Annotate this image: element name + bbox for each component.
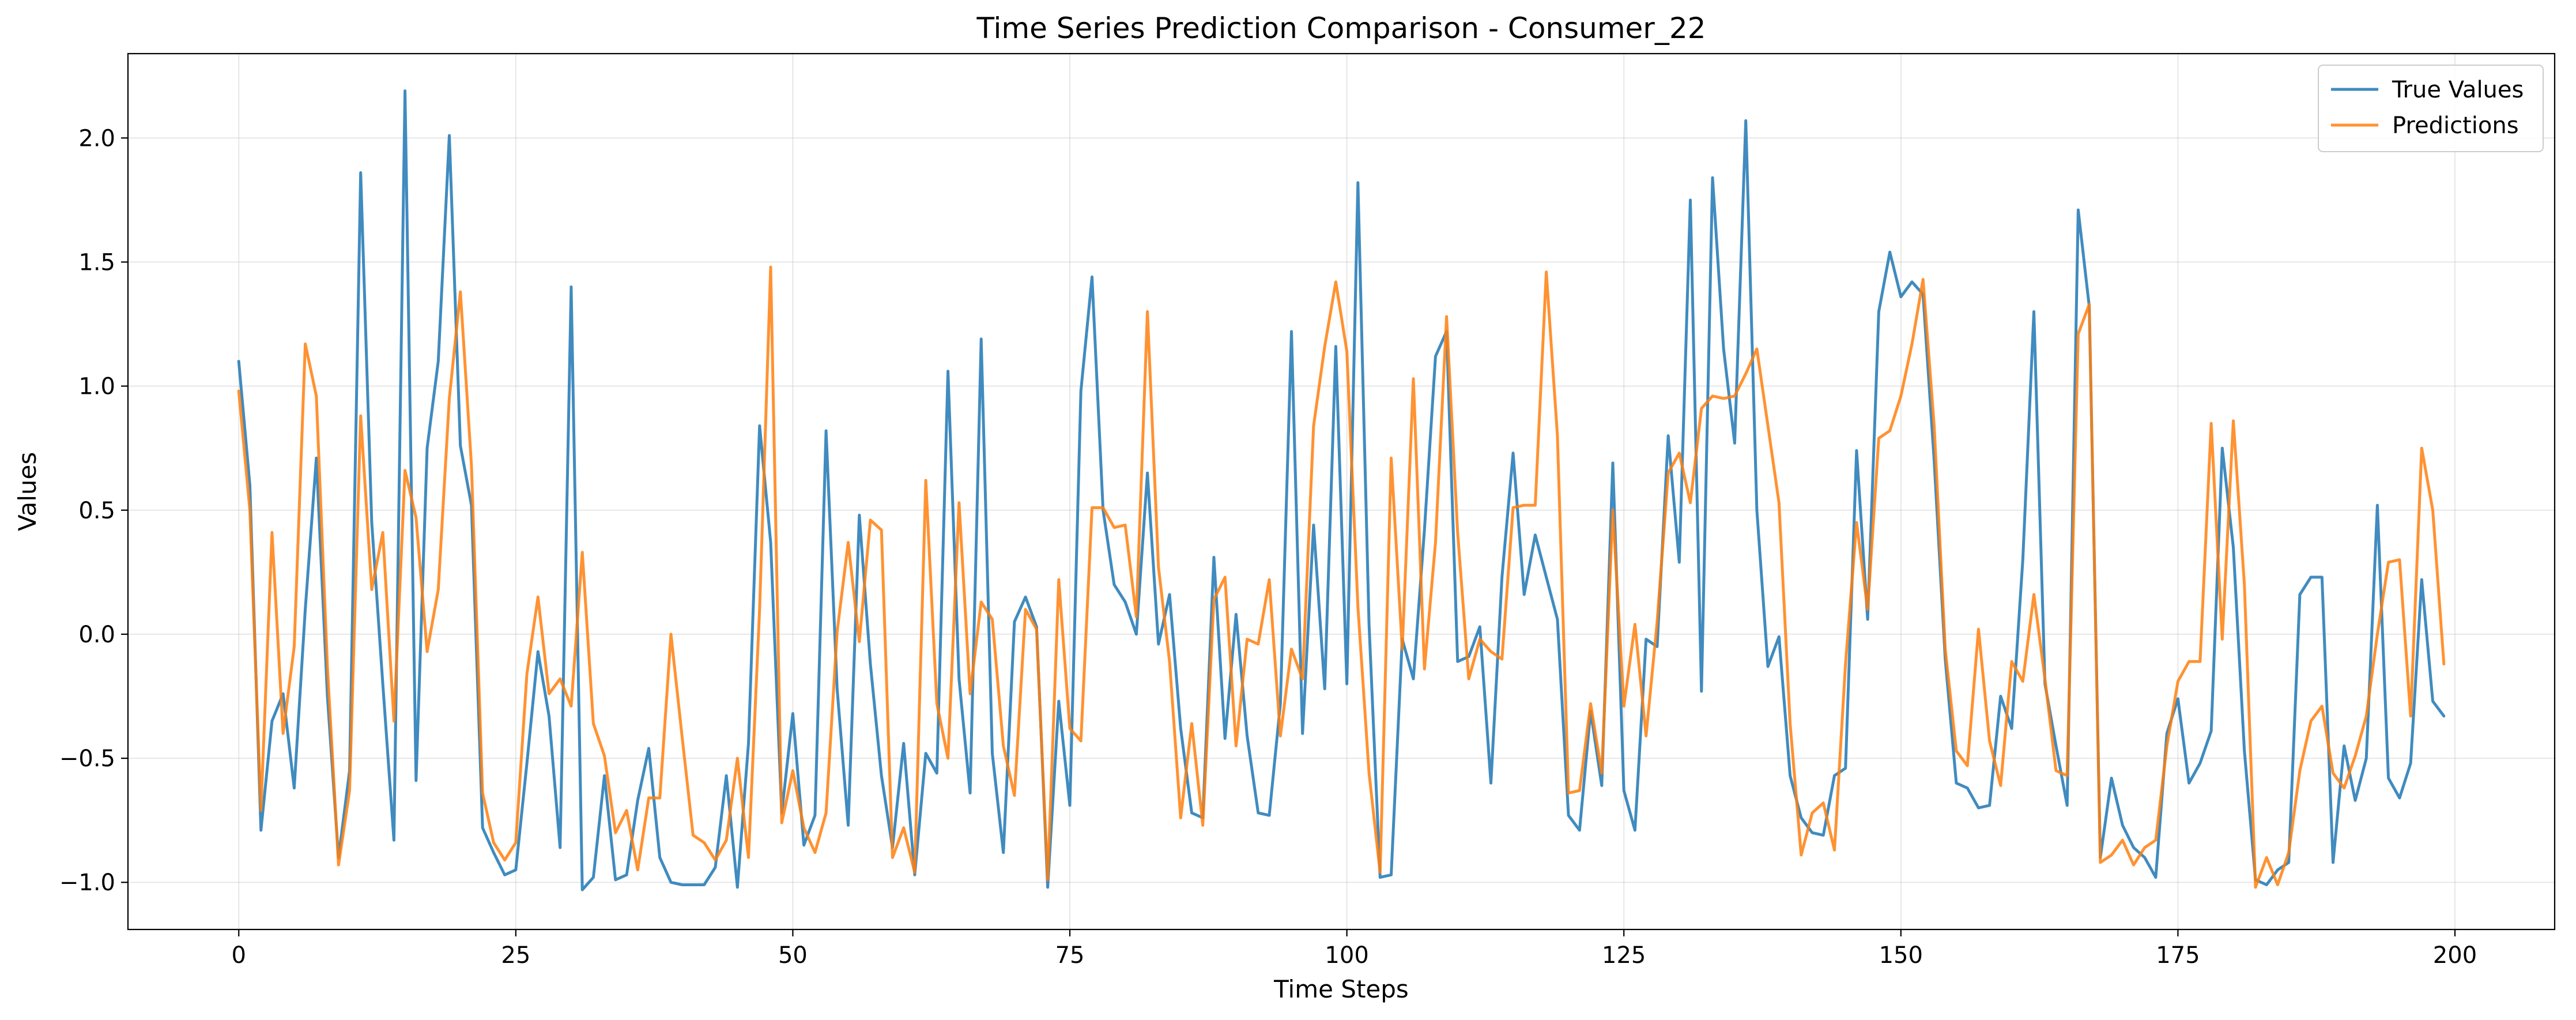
- x-tick-label: 100: [1325, 942, 1368, 969]
- ticks-layer: 0 25 50 75 100 125 150 175 200 −1.0 −0.5 0.0 0.5 1.0 1…: [59, 125, 2477, 969]
- x-tick-label: 175: [2156, 942, 2200, 969]
- x-tick-label: 150: [1879, 942, 1923, 969]
- series-line-predictions: [237, 265, 2446, 889]
- y-tick-label: 0.5: [78, 498, 115, 524]
- y-tick-label: 0.0: [78, 622, 115, 648]
- y-tick-label: −0.5: [59, 746, 115, 772]
- x-tick-label: 125: [1602, 942, 1646, 969]
- legend-label: True Values: [2392, 77, 2524, 103]
- series-line-true-values: [237, 89, 2446, 891]
- grid-layer: [128, 54, 2555, 929]
- x-tick-label: 200: [2433, 942, 2477, 969]
- y-tick-label: 2.0: [78, 125, 115, 152]
- y-tick-label: 1.5: [78, 249, 115, 276]
- series-layer: [237, 89, 2446, 891]
- x-axis-label: Time Steps: [1273, 975, 1409, 1003]
- x-tick-label: 25: [501, 942, 530, 969]
- legend-box: [2318, 65, 2544, 152]
- x-tick-label: 0: [232, 942, 246, 969]
- legend: True Values Predictions: [2318, 65, 2544, 152]
- x-tick-label: 75: [1055, 942, 1085, 969]
- plot-frame: [127, 52, 2556, 931]
- x-tick-label: 50: [778, 942, 808, 969]
- legend-label: Predictions: [2392, 112, 2519, 139]
- y-tick-label: −1.0: [59, 870, 115, 896]
- y-axis-label: Values: [13, 452, 42, 531]
- y-tick-label: 1.0: [78, 374, 115, 400]
- chart-title: Time Series Prediction Comparison - Cons…: [976, 12, 1706, 45]
